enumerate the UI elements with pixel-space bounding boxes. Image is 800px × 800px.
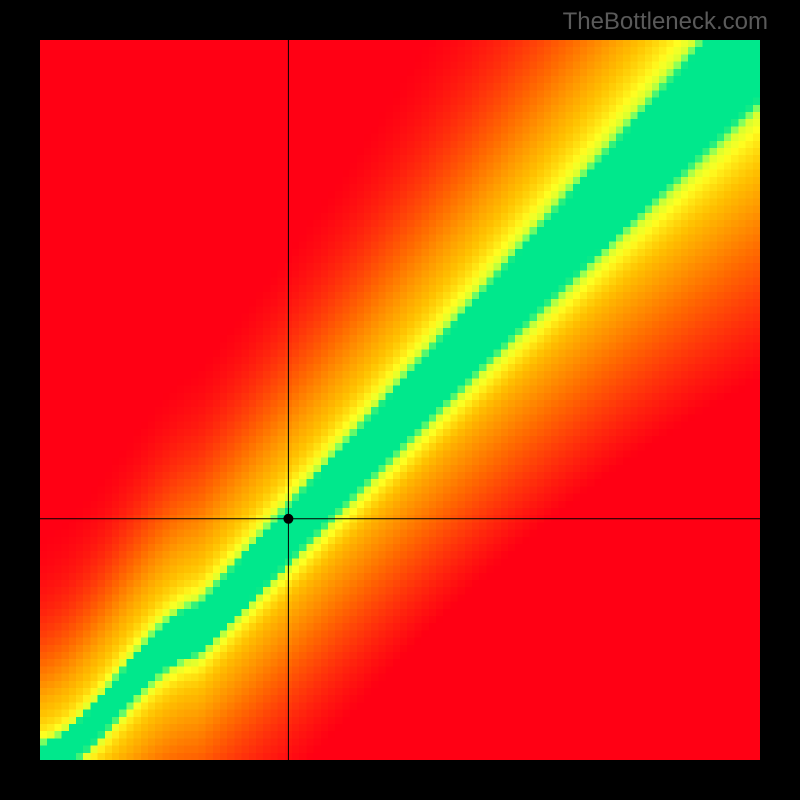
bottleneck-heatmap <box>40 40 760 760</box>
chart-container: TheBottleneck.com <box>0 0 800 800</box>
attribution-text: TheBottleneck.com <box>563 8 768 36</box>
